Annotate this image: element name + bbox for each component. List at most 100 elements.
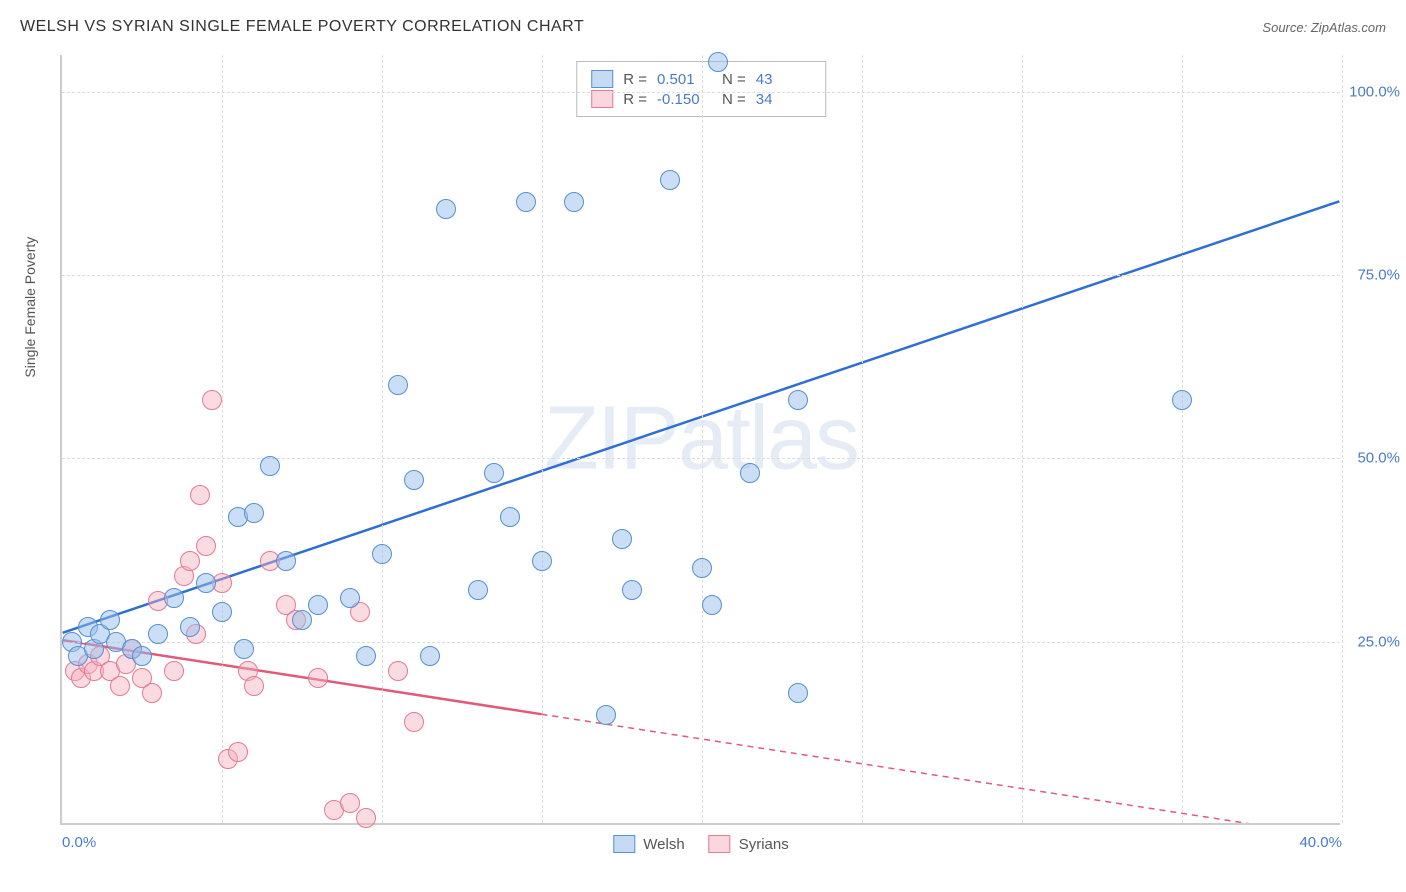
scatter-point-pink [110, 676, 130, 696]
scatter-point-blue [612, 529, 632, 549]
scatter-point-blue [622, 580, 642, 600]
welsh-r-value: 0.501 [657, 71, 712, 88]
trend-lines-svg [62, 55, 1340, 823]
r-label: R = [623, 91, 647, 108]
scatter-point-blue [788, 683, 808, 703]
scatter-point-pink [308, 668, 328, 688]
gridline-vertical [542, 55, 543, 823]
gridline-horizontal [62, 275, 1340, 276]
scatter-point-blue [404, 470, 424, 490]
scatter-point-blue [660, 170, 680, 190]
scatter-point-blue [292, 610, 312, 630]
watermark: ZIPatlas [544, 388, 858, 491]
scatter-point-blue [740, 463, 760, 483]
legend-label-welsh: Welsh [643, 836, 684, 853]
scatter-point-blue [564, 192, 584, 212]
y-tick-label: 50.0% [1357, 450, 1400, 467]
scatter-point-pink [244, 676, 264, 696]
source-attribution: Source: ZipAtlas.com [1262, 20, 1386, 35]
gridline-vertical [1022, 55, 1023, 823]
r-label: R = [623, 71, 647, 88]
scatter-point-blue [596, 705, 616, 725]
legend-correlation: R = 0.501 N = 43 R = -0.150 N = 34 [576, 61, 826, 117]
scatter-point-pink [356, 808, 376, 828]
swatch-syrians-icon [709, 835, 731, 853]
scatter-point-blue [212, 602, 232, 622]
x-tick-label: 40.0% [1299, 834, 1342, 851]
scatter-point-blue [532, 551, 552, 571]
scatter-point-blue [308, 595, 328, 615]
title-bar: WELSH VS SYRIAN SINGLE FEMALE POVERTY CO… [20, 18, 1386, 36]
gridline-vertical [222, 55, 223, 823]
gridline-vertical [862, 55, 863, 823]
scatter-point-pink [180, 551, 200, 571]
scatter-point-pink [202, 390, 222, 410]
x-tick-label: 0.0% [62, 834, 96, 851]
n-label: N = [722, 91, 746, 108]
gridline-horizontal [62, 92, 1340, 93]
scatter-point-blue [372, 544, 392, 564]
gridline-horizontal [62, 642, 1340, 643]
trend-line [541, 714, 1339, 823]
gridline-horizontal [62, 458, 1340, 459]
chart-container: WELSH VS SYRIAN SINGLE FEMALE POVERTY CO… [0, 0, 1406, 892]
scatter-point-blue [420, 646, 440, 666]
swatch-welsh-icon [591, 70, 613, 88]
scatter-point-pink [190, 485, 210, 505]
swatch-welsh-icon [613, 835, 635, 853]
source-label: Source: [1262, 20, 1307, 35]
scatter-point-blue [196, 573, 216, 593]
gridline-vertical [382, 55, 383, 823]
swatch-syrians-icon [591, 90, 613, 108]
scatter-point-blue [340, 588, 360, 608]
scatter-point-blue [436, 199, 456, 219]
scatter-point-blue [702, 595, 722, 615]
scatter-point-blue [388, 375, 408, 395]
chart-title: WELSH VS SYRIAN SINGLE FEMALE POVERTY CO… [20, 18, 584, 36]
scatter-point-pink [196, 536, 216, 556]
scatter-point-blue [132, 646, 152, 666]
y-tick-label: 100.0% [1349, 83, 1400, 100]
scatter-point-blue [1172, 390, 1192, 410]
legend-row-welsh: R = 0.501 N = 43 [591, 70, 811, 88]
scatter-point-blue [100, 610, 120, 630]
scatter-point-blue [484, 463, 504, 483]
scatter-point-blue [234, 639, 254, 659]
syrians-n-value: 34 [756, 91, 811, 108]
gridline-vertical [1182, 55, 1183, 823]
legend-item-welsh: Welsh [613, 835, 684, 853]
scatter-point-pink [404, 712, 424, 732]
scatter-point-blue [692, 558, 712, 578]
welsh-n-value: 43 [756, 71, 811, 88]
scatter-point-blue [164, 588, 184, 608]
scatter-point-blue [356, 646, 376, 666]
gridline-vertical [702, 55, 703, 823]
scatter-point-blue [500, 507, 520, 527]
source-name: ZipAtlas.com [1311, 20, 1386, 35]
legend-item-syrians: Syrians [709, 835, 789, 853]
scatter-point-blue [148, 624, 168, 644]
legend-label-syrians: Syrians [739, 836, 789, 853]
y-tick-label: 75.0% [1357, 267, 1400, 284]
scatter-point-pink [388, 661, 408, 681]
scatter-point-blue [260, 456, 280, 476]
n-label: N = [722, 71, 746, 88]
scatter-point-blue [516, 192, 536, 212]
y-tick-label: 25.0% [1357, 633, 1400, 650]
gridline-vertical [1342, 55, 1343, 823]
scatter-point-blue [468, 580, 488, 600]
scatter-point-pink [228, 742, 248, 762]
scatter-point-blue [708, 52, 728, 72]
y-axis-label: Single Female Poverty [22, 237, 38, 378]
plot-area: ZIPatlas R = 0.501 N = 43 R = -0.150 N =… [60, 55, 1340, 825]
scatter-point-blue [244, 503, 264, 523]
legend-row-syrians: R = -0.150 N = 34 [591, 90, 811, 108]
scatter-point-blue [180, 617, 200, 637]
legend-series: Welsh Syrians [613, 835, 788, 853]
syrians-r-value: -0.150 [657, 91, 712, 108]
scatter-point-pink [142, 683, 162, 703]
scatter-point-pink [164, 661, 184, 681]
scatter-point-pink [340, 793, 360, 813]
scatter-point-blue [788, 390, 808, 410]
scatter-point-blue [276, 551, 296, 571]
